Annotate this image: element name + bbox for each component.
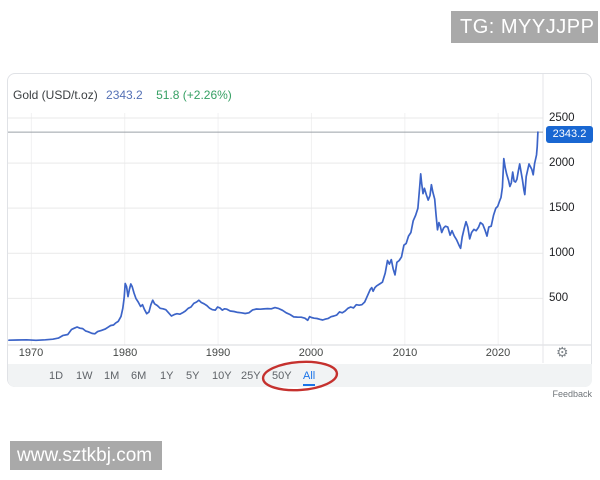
chart-card (7, 73, 592, 387)
y-tick-500: 500 (549, 292, 569, 304)
range-button-1m[interactable]: 1M (104, 370, 120, 382)
x-tick-2010: 2010 (392, 347, 418, 359)
current-price-badge: 2343.2 (546, 126, 593, 143)
range-bar (8, 364, 592, 387)
y-tick-2500: 2500 (549, 112, 575, 124)
x-tick-2000: 2000 (298, 347, 324, 359)
range-button-1y[interactable]: 1Y (160, 370, 174, 382)
x-tick-2020: 2020 (485, 347, 511, 359)
price-change: 51.8 (+2.26%) (156, 88, 232, 102)
x-tick-1970: 1970 (18, 347, 44, 359)
range-button-50y[interactable]: 50Y (272, 370, 292, 382)
range-button-5y[interactable]: 5Y (186, 370, 200, 382)
x-tick-1990: 1990 (205, 347, 231, 359)
x-tick-1980: 1980 (112, 347, 138, 359)
watermark-bottom: www.sztkbj.com (10, 441, 162, 470)
current-price: 2343.2 (106, 88, 143, 102)
range-button-6m[interactable]: 6M (131, 370, 147, 382)
range-button-25y[interactable]: 25Y (241, 370, 261, 382)
range-button-1w[interactable]: 1W (76, 370, 93, 382)
range-button-1d[interactable]: 1D (49, 370, 64, 382)
feedback-link[interactable]: Feedback (552, 389, 592, 399)
y-tick-1000: 1000 (549, 247, 575, 259)
chart-header: Gold (USD/t.oz) 2343.2 51.8 (+2.26%) (13, 88, 232, 102)
y-tick-1500: 1500 (549, 202, 575, 214)
range-button-10y[interactable]: 10Y (212, 370, 232, 382)
y-tick-2000: 2000 (549, 157, 575, 169)
watermark-top: TG: MYYJJPP (451, 11, 598, 43)
instrument-label: Gold (USD/t.oz) (13, 88, 98, 102)
settings-gear-icon[interactable]: ⚙ (556, 344, 569, 360)
range-button-all[interactable]: All (303, 369, 316, 386)
